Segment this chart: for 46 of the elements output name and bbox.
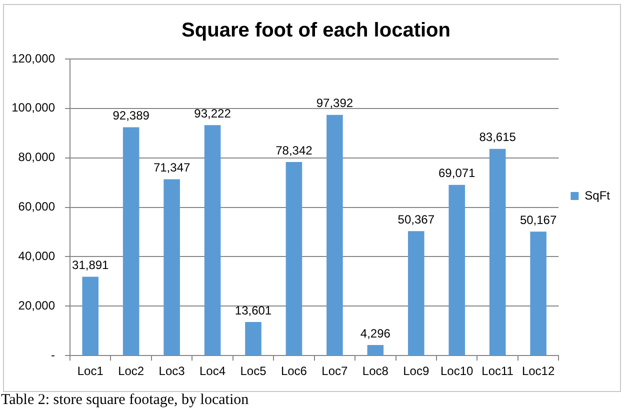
- x-tick-label: Loc10: [440, 364, 474, 378]
- y-tick-label: 60,000: [18, 200, 56, 214]
- data-label: 97,392: [316, 96, 354, 110]
- x-tick-label: Loc8: [362, 364, 389, 378]
- bar: [530, 232, 546, 356]
- bar: [489, 148, 506, 356]
- y-tick-label: 120,000: [12, 51, 56, 66]
- data-label: 4,296: [360, 326, 391, 340]
- data-label: 83,615: [479, 130, 516, 144]
- data-label: 50,167: [520, 212, 557, 227]
- x-tick-label: Loc3: [158, 364, 186, 378]
- data-label: 78,342: [276, 143, 313, 158]
- y-tick-label: 20,000: [18, 298, 56, 312]
- bar: [326, 114, 343, 356]
- x-tick-label: Loc5: [240, 364, 267, 378]
- data-label: 71,347: [153, 160, 190, 175]
- bar: [286, 162, 302, 356]
- bar: [82, 276, 99, 356]
- x-tick-label: Loc9: [403, 364, 430, 378]
- y-tick-label: 40,000: [18, 249, 56, 264]
- data-label: 13,601: [234, 303, 272, 318]
- x-tick-label: Loc12: [522, 364, 555, 378]
- bar: [408, 231, 424, 356]
- bar: [204, 125, 221, 356]
- y-tick-label: 80,000: [18, 150, 56, 164]
- data-label: 92,389: [112, 108, 150, 123]
- y-tick-label: 100,000: [12, 100, 56, 115]
- data-label: 93,222: [194, 106, 232, 120]
- x-tick-label: Loc4: [200, 364, 226, 378]
- bar: [164, 179, 180, 356]
- bar: [122, 127, 140, 356]
- legend-label: SqFt: [584, 188, 611, 202]
- x-tick-label: Loc2: [118, 364, 144, 378]
- bar: [448, 184, 465, 356]
- x-tick-label: Loc6: [280, 364, 308, 378]
- x-tick-label: Loc1: [77, 364, 104, 378]
- y-tick-label: -: [51, 348, 55, 362]
- chart-title: Square foot of each location: [182, 20, 450, 42]
- caption: Table 2: store square footage, by location: [1, 392, 249, 409]
- bar: [367, 344, 384, 356]
- data-label: 69,071: [438, 166, 476, 180]
- x-tick-label: Loc11: [482, 364, 514, 378]
- data-label: 50,367: [398, 212, 435, 226]
- data-label: 31,891: [72, 258, 110, 272]
- x-tick-label: Loc7: [322, 364, 348, 378]
- bar: [245, 322, 262, 356]
